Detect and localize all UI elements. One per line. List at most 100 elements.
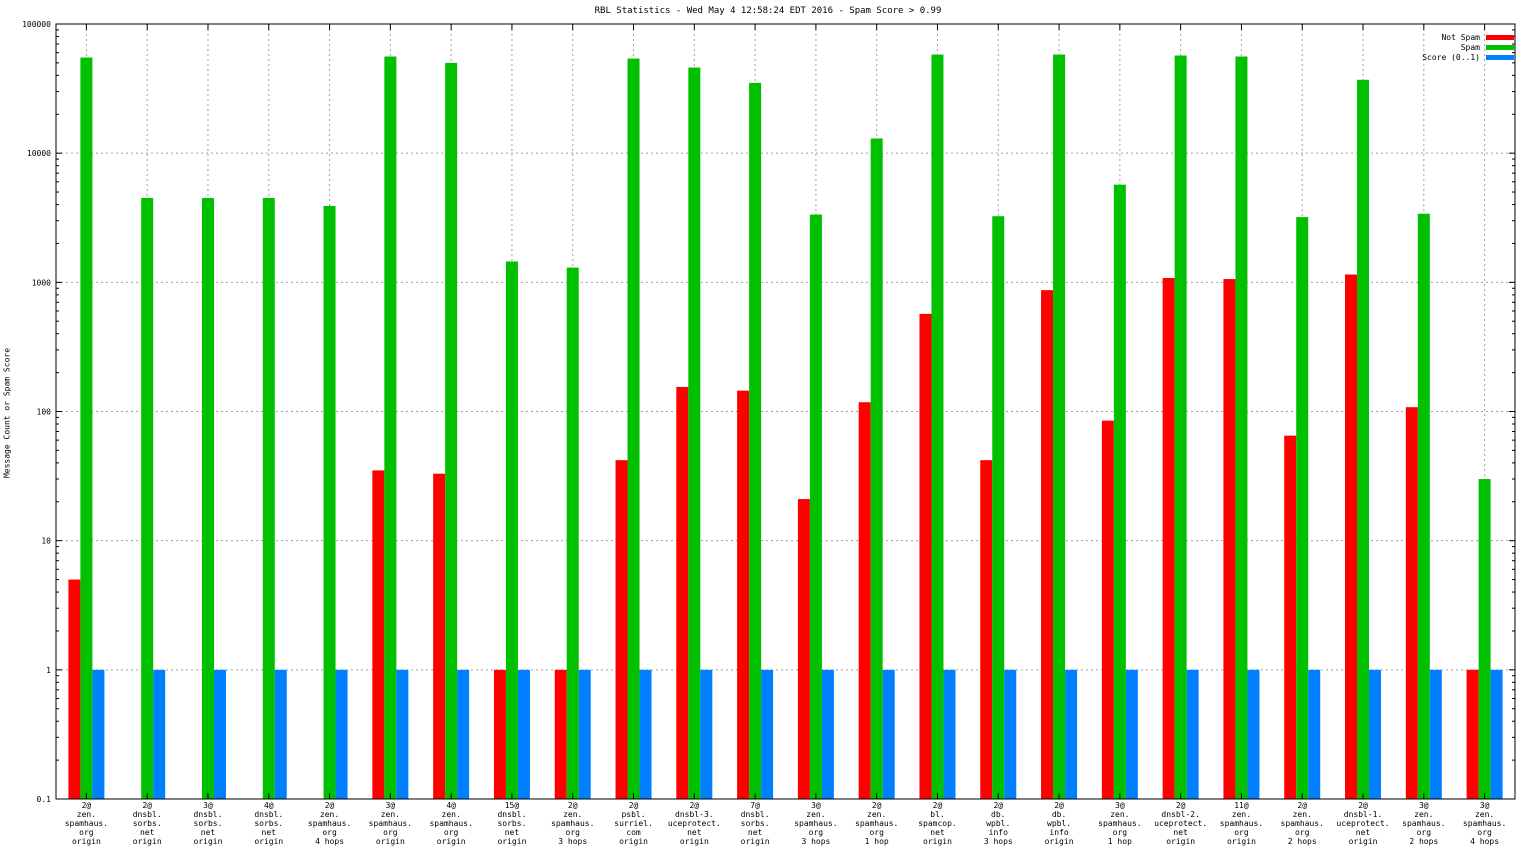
bar-score bbox=[517, 669, 530, 799]
x-tick-label-line: sorbs. bbox=[133, 819, 162, 828]
bar-spam bbox=[141, 197, 154, 799]
x-tick-label-line: 2@ bbox=[1297, 801, 1307, 810]
x-tick-label: 3@ zen. spamhaus. org 2 hops bbox=[1402, 801, 1445, 846]
x-tick-label-line: 3 hops bbox=[984, 837, 1013, 846]
x-tick-label-line: 7@ bbox=[750, 801, 760, 810]
x-tick-label: 2@ dnsbl. sorbs. net origin bbox=[133, 801, 162, 846]
x-tick-label-line: net bbox=[140, 828, 155, 837]
x-tick-label-line: zen. bbox=[806, 810, 825, 819]
x-tick-label: 7@ dnsbl. sorbs. net origin bbox=[741, 801, 770, 846]
x-tick-label-line: wpbl. bbox=[1047, 819, 1071, 828]
bar-score bbox=[1490, 669, 1503, 799]
bar-spam bbox=[809, 214, 822, 800]
bar-score bbox=[1186, 669, 1199, 799]
x-tick-label-line: 3 hops bbox=[558, 837, 587, 846]
bar-spam bbox=[688, 67, 701, 800]
x-tick-label-line: 11@ bbox=[1234, 801, 1249, 810]
x-tick-label-line: org bbox=[1417, 828, 1432, 837]
x-tick-label-line: spamhaus. bbox=[1098, 819, 1141, 828]
x-tick-label-line: spamhaus. bbox=[855, 819, 898, 828]
x-tick-label-line: net bbox=[687, 828, 702, 837]
bar-not-spam bbox=[554, 669, 567, 799]
x-tick-label-line: surriel. bbox=[614, 819, 653, 828]
x-tick-label-line: 3@ bbox=[1480, 801, 1490, 810]
x-tick-label: 2@ zen. spamhaus. org 2 hops bbox=[1281, 801, 1324, 846]
x-tick-label-line: zen. bbox=[1232, 810, 1251, 819]
x-tick-label-line: net bbox=[505, 828, 520, 837]
legend-swatch-not-spam bbox=[1486, 34, 1514, 40]
x-tick-label-line: net bbox=[262, 828, 277, 837]
x-tick-label-line: org bbox=[566, 828, 581, 837]
x-tick-label: 2@ zen. spamhaus. org 4 hops bbox=[308, 801, 351, 846]
x-tick-label-line: spamhaus. bbox=[65, 819, 108, 828]
bar-not-spam bbox=[737, 390, 750, 799]
x-tick-label-line: spamhaus. bbox=[1463, 819, 1506, 828]
x-tick-label: 2@ dnsbl-1. uceprotect. net origin bbox=[1337, 801, 1390, 846]
x-tick-label: 2@ db. wpbl. info 3 hops bbox=[984, 801, 1013, 846]
x-tick-label-line: dnsbl. bbox=[133, 810, 162, 819]
legend-label-score: Score (0..1) bbox=[1422, 52, 1480, 62]
bar-score bbox=[1369, 669, 1382, 799]
bar-score bbox=[274, 669, 287, 799]
x-tick-label: 2@ bl. spamcop. net origin bbox=[918, 801, 957, 846]
x-tick-label-line: 2@ bbox=[1358, 801, 1368, 810]
x-tick-label-line: org bbox=[1113, 828, 1128, 837]
x-tick-label: 2@ db. wpbl. info origin bbox=[1045, 801, 1074, 846]
bar-score bbox=[335, 669, 348, 799]
x-tick-label-line: sorbs. bbox=[741, 819, 770, 828]
x-tick-label-line: sorbs. bbox=[194, 819, 223, 828]
legend-swatch-spam bbox=[1486, 44, 1514, 50]
y-tick-label: 100 bbox=[37, 408, 52, 417]
y-tick-label: 0.1 bbox=[37, 795, 52, 804]
bar-spam bbox=[323, 205, 336, 799]
chart-title: RBL Statistics - Wed May 4 12:58:24 EDT … bbox=[594, 6, 942, 16]
bar-score bbox=[1125, 669, 1138, 799]
x-tick-label-line: spamcop. bbox=[918, 819, 957, 828]
bar-not-spam bbox=[1162, 278, 1175, 799]
x-tick-label-line: wpbl. bbox=[986, 819, 1010, 828]
x-tick-label-line: 2 hops bbox=[1288, 837, 1317, 846]
y-tick-label: 10000 bbox=[27, 149, 51, 158]
x-tick-label-line: psbl. bbox=[621, 810, 645, 819]
x-tick-label-line: origin bbox=[741, 837, 770, 846]
x-tick-label-line: 2@ bbox=[872, 801, 882, 810]
x-tick-label-line: zen. bbox=[77, 810, 96, 819]
y-tick-label: 10 bbox=[41, 537, 51, 546]
bar-not-spam bbox=[919, 313, 932, 799]
bar-spam bbox=[931, 54, 944, 800]
x-tick-label-line: org bbox=[1234, 828, 1249, 837]
bar-score bbox=[639, 669, 652, 799]
x-tick-label-line: org bbox=[809, 828, 824, 837]
plot-frame bbox=[55, 23, 1516, 800]
x-tick-label: 3@ zen. spamhaus. org 3 hops bbox=[794, 801, 837, 846]
x-tick-label-line: 2 hops bbox=[1409, 837, 1438, 846]
x-tick-label-line: origin bbox=[437, 837, 466, 846]
bar-score bbox=[1065, 669, 1078, 799]
x-tick-label-line: 3@ bbox=[1419, 801, 1429, 810]
x-tick-label-line: dnsbl-3. bbox=[675, 810, 714, 819]
x-tick-label-line: zen. bbox=[1414, 810, 1433, 819]
x-tick-label-line: org bbox=[79, 828, 94, 837]
x-tick-label: 3@ zen. spamhaus. org 1 hop bbox=[1098, 801, 1141, 846]
bar-score bbox=[943, 669, 956, 799]
x-tick-label-line: org bbox=[322, 828, 337, 837]
bar-spam bbox=[1053, 54, 1066, 800]
bar-score bbox=[153, 669, 166, 799]
x-tick-label: 2@ zen. spamhaus. org 1 hop bbox=[855, 801, 898, 846]
x-tick-label: 11@ zen. spamhaus. org origin bbox=[1220, 801, 1263, 846]
x-tick-label-line: 4 hops bbox=[315, 837, 344, 846]
x-tick-label-line: spamhaus. bbox=[429, 819, 472, 828]
x-tick-label-line: zen. bbox=[381, 810, 400, 819]
x-tick-label-line: sorbs. bbox=[497, 819, 526, 828]
x-tick-label-line: uceprotect. bbox=[1337, 819, 1390, 828]
bar-spam bbox=[870, 138, 883, 800]
bar-not-spam bbox=[1466, 669, 1479, 799]
x-tick-label-line: 2@ bbox=[568, 801, 578, 810]
x-tick-label-line: 15@ bbox=[505, 801, 520, 810]
x-tick-label-line: net bbox=[748, 828, 763, 837]
x-tick-label-line: origin bbox=[619, 837, 648, 846]
bar-spam bbox=[80, 57, 93, 799]
x-tick-label-line: db. bbox=[991, 810, 1005, 819]
